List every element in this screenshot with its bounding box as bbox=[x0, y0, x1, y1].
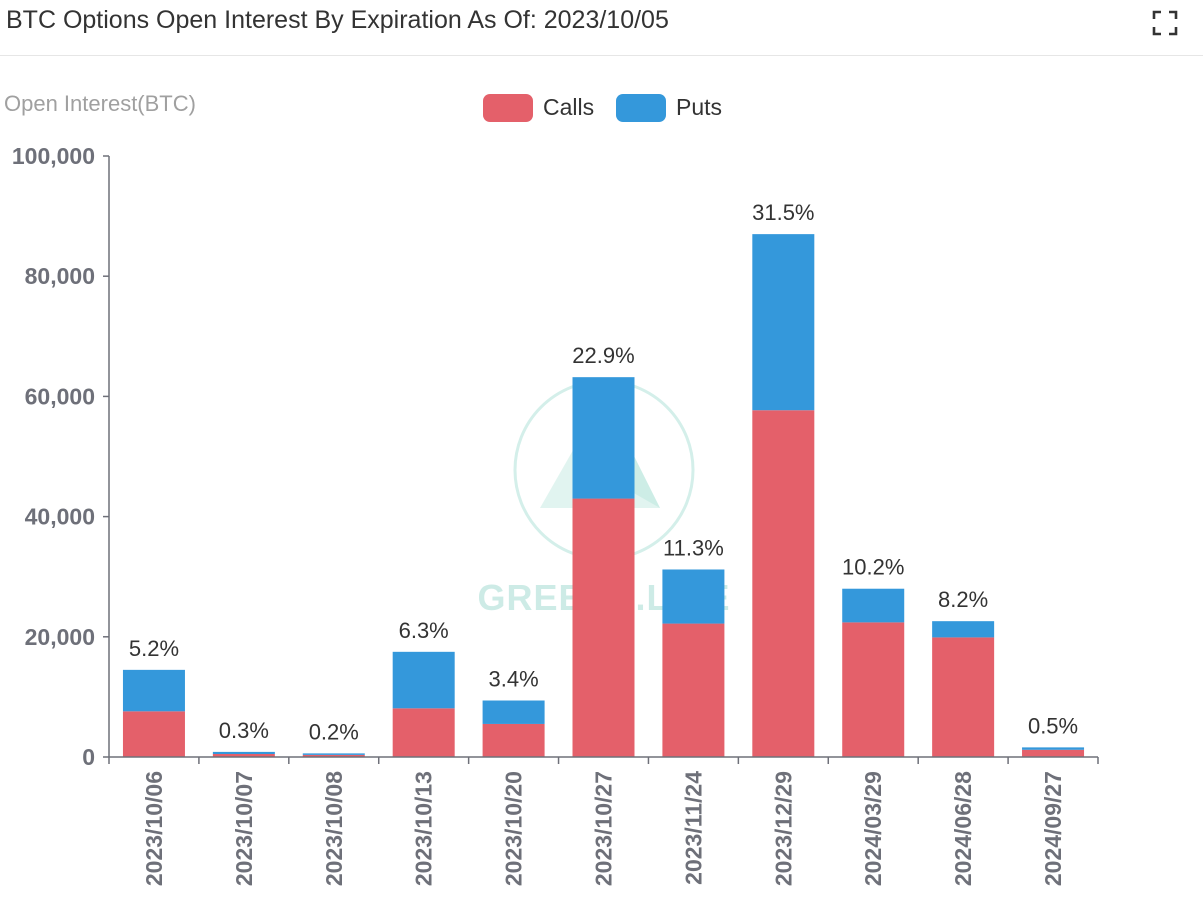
data-label: 0.5% bbox=[1028, 713, 1078, 738]
x-axis: 2023/10/06 2023/10/07 2023/10/08 2023/10/13… bbox=[108, 756, 1099, 886]
bar-puts[interactable] bbox=[302, 753, 365, 755]
bar-puts[interactable] bbox=[482, 700, 545, 724]
y-tick-label: 0 bbox=[82, 744, 95, 770]
bar-puts[interactable] bbox=[212, 751, 275, 754]
legend: Calls Puts bbox=[483, 94, 722, 122]
x-tick-label: 2023/10/08 bbox=[321, 771, 347, 886]
bar-calls[interactable] bbox=[122, 711, 185, 757]
data-label: 11.3% bbox=[663, 535, 724, 560]
data-label: 6.3% bbox=[399, 618, 449, 643]
bar-puts[interactable] bbox=[752, 234, 815, 411]
bar-calls[interactable] bbox=[302, 754, 365, 757]
x-tick-label: 2024/09/27 bbox=[1040, 771, 1066, 886]
data-label: 3.4% bbox=[489, 667, 539, 692]
data-labels: 5.2% 0.3% 0.2% 6.3% 3.4% 22.9% 11.3% 31.5% 10.2%… bbox=[129, 200, 1078, 744]
y-tick-label: 40,000 bbox=[25, 504, 95, 530]
x-tick-label: 2023/12/29 bbox=[770, 771, 796, 886]
bar-puts[interactable] bbox=[392, 651, 455, 709]
bar-calls[interactable] bbox=[842, 622, 905, 757]
x-tick-label: 2023/10/07 bbox=[231, 771, 257, 886]
bar-calls[interactable] bbox=[932, 637, 995, 757]
bar-puts[interactable] bbox=[842, 588, 905, 623]
data-label: 5.2% bbox=[129, 636, 179, 661]
legend-label: Puts bbox=[676, 94, 722, 120]
bar-chart: GREEKS.LIVE Open Interest(BTC) CallsPuts… bbox=[4, 91, 1099, 886]
x-tick-label: 2023/10/13 bbox=[411, 771, 437, 886]
bar-puts[interactable] bbox=[1022, 747, 1085, 750]
legend-label: Calls bbox=[543, 94, 594, 120]
bar-calls[interactable] bbox=[572, 498, 635, 757]
y-axis: 0 20,000 40,000 60,000 80,000 100,000 bbox=[12, 143, 110, 770]
x-tick-label: 2024/06/28 bbox=[950, 771, 976, 886]
y-tick-label: 100,000 bbox=[12, 143, 95, 169]
bar-puts[interactable] bbox=[932, 621, 995, 638]
y-axis-label: Open Interest(BTC) bbox=[4, 91, 196, 116]
bar-calls[interactable] bbox=[482, 723, 545, 757]
y-tick-label: 80,000 bbox=[25, 263, 95, 289]
chart-header: BTC Options Open Interest By Expiration … bbox=[0, 0, 1203, 56]
y-tick-label: 20,000 bbox=[25, 624, 95, 650]
chart-title: BTC Options Open Interest By Expiration … bbox=[6, 6, 669, 34]
x-tick-label: 2024/03/29 bbox=[860, 771, 886, 886]
data-label: 22.9% bbox=[572, 343, 634, 368]
legend-swatch bbox=[483, 94, 533, 122]
bar-puts[interactable] bbox=[122, 669, 185, 712]
bar-calls[interactable] bbox=[212, 753, 275, 757]
legend-item-puts[interactable]: Puts bbox=[616, 94, 722, 122]
data-label: 8.2% bbox=[938, 587, 988, 612]
data-label: 0.3% bbox=[219, 718, 269, 743]
bar-calls[interactable] bbox=[1022, 749, 1085, 757]
legend-swatch bbox=[616, 94, 666, 122]
fullscreen-icon[interactable] bbox=[1152, 10, 1178, 36]
x-tick-label: 2023/10/06 bbox=[141, 771, 167, 886]
bar-calls[interactable] bbox=[662, 623, 725, 757]
x-tick-label: 2023/10/20 bbox=[501, 771, 527, 886]
bars bbox=[122, 234, 1085, 757]
bar-calls[interactable] bbox=[752, 410, 815, 757]
legend-item-calls[interactable]: Calls bbox=[483, 94, 594, 122]
y-tick-label: 60,000 bbox=[25, 383, 95, 409]
x-tick-label: 2023/10/27 bbox=[591, 771, 617, 886]
bar-puts[interactable] bbox=[662, 569, 725, 624]
bar-puts[interactable] bbox=[572, 377, 635, 499]
bar-calls[interactable] bbox=[392, 708, 455, 757]
x-tick-label: 2023/11/24 bbox=[680, 771, 706, 885]
data-label: 10.2% bbox=[842, 555, 904, 580]
data-label: 0.2% bbox=[309, 719, 359, 744]
data-label: 31.5% bbox=[752, 200, 814, 225]
